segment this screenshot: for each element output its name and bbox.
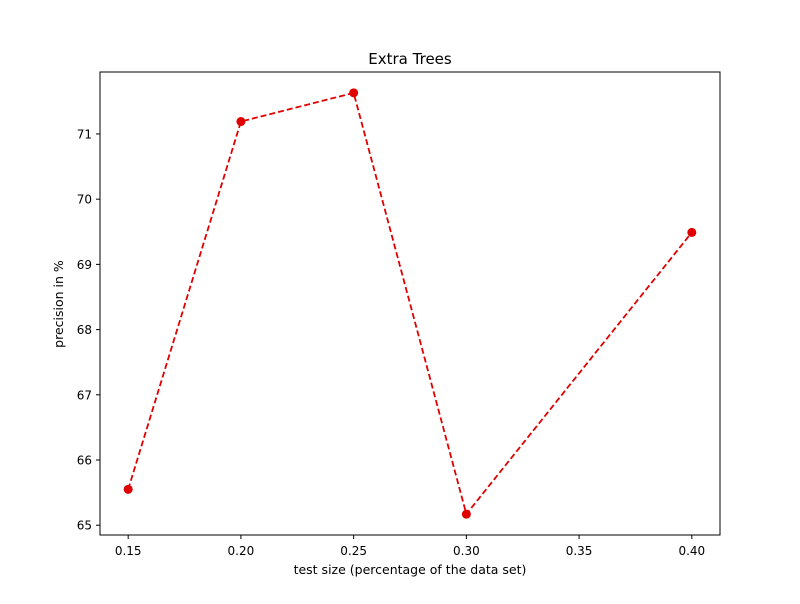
chart-title: Extra Trees	[368, 50, 452, 68]
x-tick-label: 0.15	[115, 544, 142, 558]
series-layer	[123, 88, 697, 519]
x-axis-ticks: 0.15 0.20 0.25 0.30 0.35 0.40	[115, 535, 705, 558]
x-tick-label: 0.35	[566, 544, 593, 558]
x-tick-label: 0.40	[678, 544, 705, 558]
y-tick-label: 66	[77, 454, 92, 468]
x-tick-label: 0.20	[228, 544, 255, 558]
y-tick-label: 71	[77, 127, 92, 141]
plot-area-frame	[99, 71, 721, 536]
y-tick-label: 67	[77, 388, 92, 402]
x-tick-label: 0.30	[453, 544, 480, 558]
y-axis-label: precision in %	[51, 260, 66, 348]
data-point	[687, 227, 697, 237]
y-tick-label: 70	[77, 193, 92, 207]
data-point	[461, 509, 471, 519]
data-point	[349, 88, 359, 98]
y-axis-ticks: 65 66 67 68 69 70 71	[77, 127, 100, 533]
series-line	[127, 91, 693, 517]
x-axis-label: test size (percentage of the data set)	[294, 562, 527, 577]
y-tick-label: 68	[77, 323, 92, 337]
y-tick-label: 65	[77, 519, 92, 533]
y-tick-label: 69	[77, 258, 92, 272]
data-point	[123, 484, 133, 494]
data-point	[236, 117, 246, 127]
x-tick-label: 0.25	[340, 544, 367, 558]
